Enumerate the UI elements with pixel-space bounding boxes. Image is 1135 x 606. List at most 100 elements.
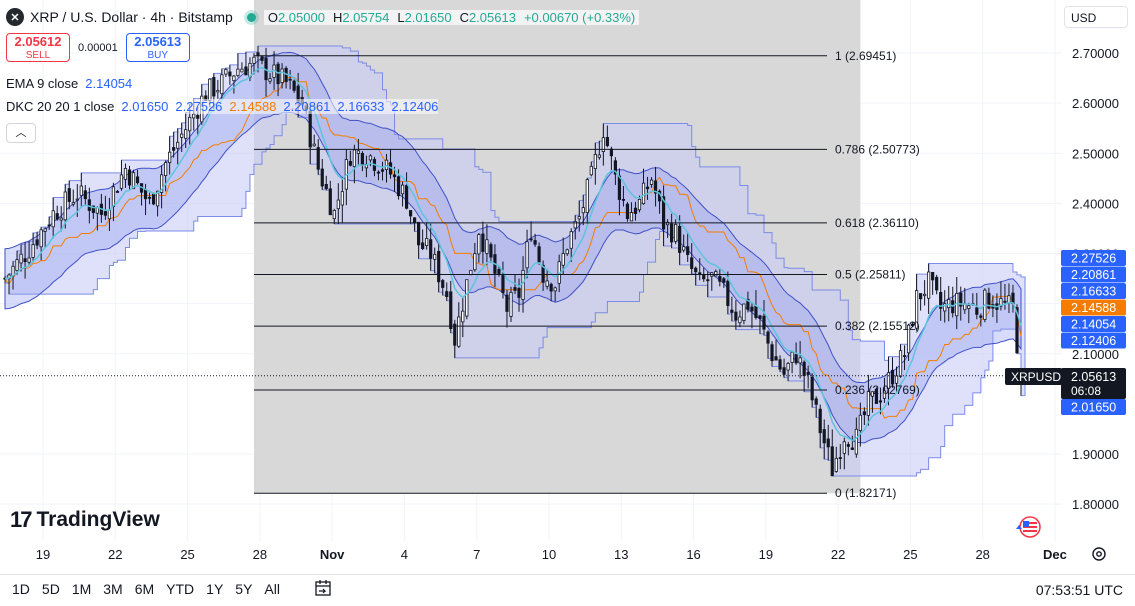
market-status-icon[interactable] <box>246 12 256 22</box>
candle <box>27 241 31 266</box>
candle <box>674 219 678 245</box>
candle <box>766 330 770 359</box>
candle <box>489 242 493 263</box>
fib-label: 0.382 (2.15512) <box>835 319 920 333</box>
candle <box>288 69 292 90</box>
fib-label: 0.786 (2.50773) <box>835 142 920 156</box>
candle <box>706 271 710 298</box>
timeframe-ytd[interactable]: YTD <box>166 581 195 597</box>
candle <box>417 221 421 259</box>
y-tick-label: 2.70000 <box>1072 46 1119 61</box>
candle <box>392 166 397 192</box>
candle <box>898 344 903 378</box>
candle <box>236 53 240 78</box>
candle <box>457 302 461 348</box>
x-tick-label: 25 <box>180 547 194 562</box>
utc-clock[interactable]: 07:53:51 UTC <box>1035 582 1123 598</box>
candle <box>822 419 826 460</box>
x-tick-label: 19 <box>759 547 773 562</box>
timeframe-buttons: 1D 5D 1M 3M 6M YTD 1Y 5Y All <box>12 581 280 597</box>
candle <box>814 396 818 418</box>
timeframe-1d[interactable]: 1D <box>12 581 30 597</box>
buy-button[interactable]: 2.05613 BUY <box>125 33 190 62</box>
gear-icon[interactable] <box>1090 545 1108 563</box>
candle <box>445 282 449 301</box>
x-tick-label: 22 <box>831 547 845 562</box>
candle <box>874 387 879 404</box>
candle <box>935 274 939 295</box>
chart-header: ✕ XRP / U.S. Dollar · 4h · Bitstamp O2.0… <box>6 6 640 28</box>
candle <box>666 219 670 238</box>
fib-label: 1 (2.69451) <box>835 49 896 63</box>
timeframe-1m[interactable]: 1M <box>71 581 92 597</box>
candle <box>51 197 55 239</box>
ema-legend[interactable]: EMA 9 close 2.14054 <box>6 76 133 91</box>
timeframe-1y[interactable]: 1Y <box>206 581 224 597</box>
y-tick-label: 2.40000 <box>1072 196 1119 211</box>
candle <box>585 177 589 224</box>
trade-panel: 2.05612 SELL 0.00001 2.05613 BUY <box>6 33 190 62</box>
candle <box>23 242 27 279</box>
timeframe-5d[interactable]: 5D <box>41 581 60 597</box>
candle <box>581 194 585 226</box>
candle <box>433 247 437 274</box>
candle <box>569 228 573 263</box>
candle <box>878 387 883 415</box>
candle <box>441 278 445 296</box>
flag-icon[interactable] <box>1012 515 1042 539</box>
candle <box>79 172 83 207</box>
candle <box>184 112 188 149</box>
calendar-icon[interactable] <box>314 579 332 597</box>
candle <box>858 402 862 447</box>
svg-text:2.05613: 2.05613 <box>1071 370 1116 384</box>
candle <box>545 268 549 290</box>
candle <box>421 229 425 251</box>
timeframe-5y[interactable]: 5Y <box>235 581 253 597</box>
candle <box>698 258 702 281</box>
candle <box>404 172 409 210</box>
candle <box>690 243 694 274</box>
candle <box>168 136 172 175</box>
x-tick-label: 25 <box>903 547 917 562</box>
dkc-legend[interactable]: DKC 20 20 1 close 2.01650 2.27526 2.1458… <box>6 99 439 114</box>
timeframe-6m[interactable]: 6M <box>134 581 155 597</box>
candle <box>910 322 915 327</box>
timeframe-all[interactable]: All <box>264 581 280 597</box>
candle <box>774 339 778 361</box>
candle <box>762 300 766 336</box>
candle <box>408 210 413 224</box>
tradingview-logo: 17 TradingView <box>10 507 160 532</box>
sell-button[interactable]: 2.05612 SELL <box>6 33 70 62</box>
candle <box>902 345 907 371</box>
candle <box>645 176 650 200</box>
candle <box>127 165 132 191</box>
candle <box>919 293 923 311</box>
candle <box>71 189 75 207</box>
candle <box>718 268 722 287</box>
candle <box>292 79 296 93</box>
candle <box>882 377 887 403</box>
candle <box>641 168 646 205</box>
symbol-title[interactable]: XRP / U.S. Dollar · 4h · Bitstamp <box>30 9 233 25</box>
y-tick-label: 2.10000 <box>1072 347 1119 362</box>
candle <box>906 323 911 361</box>
open-value: 2.05000 <box>277 9 325 25</box>
candle <box>870 391 875 413</box>
candle <box>649 177 654 188</box>
close-value: 2.05613 <box>468 9 516 25</box>
chevron-up-icon[interactable]: ︿ <box>6 123 36 143</box>
y-tick-label: 1.80000 <box>1072 497 1119 512</box>
candle <box>790 351 794 374</box>
candle <box>939 276 943 321</box>
currency-select[interactable]: USD <box>1064 6 1128 28</box>
timeframe-3m[interactable]: 3M <box>103 581 123 597</box>
fib-label: 0.236 (2.02769) <box>835 383 920 397</box>
xrp-icon: ✕ <box>6 8 24 26</box>
price-axis-labels: 2.27526 2.20861 2.16633 2.14588 2.14054 2.124… <box>1005 250 1126 415</box>
x-tick-label: 4 <box>401 547 408 562</box>
x-tick-label: 19 <box>36 547 50 562</box>
y-tick-label: 1.90000 <box>1072 447 1119 462</box>
price-axis-badge: 2.14588 <box>1061 299 1126 316</box>
candle <box>826 424 830 461</box>
